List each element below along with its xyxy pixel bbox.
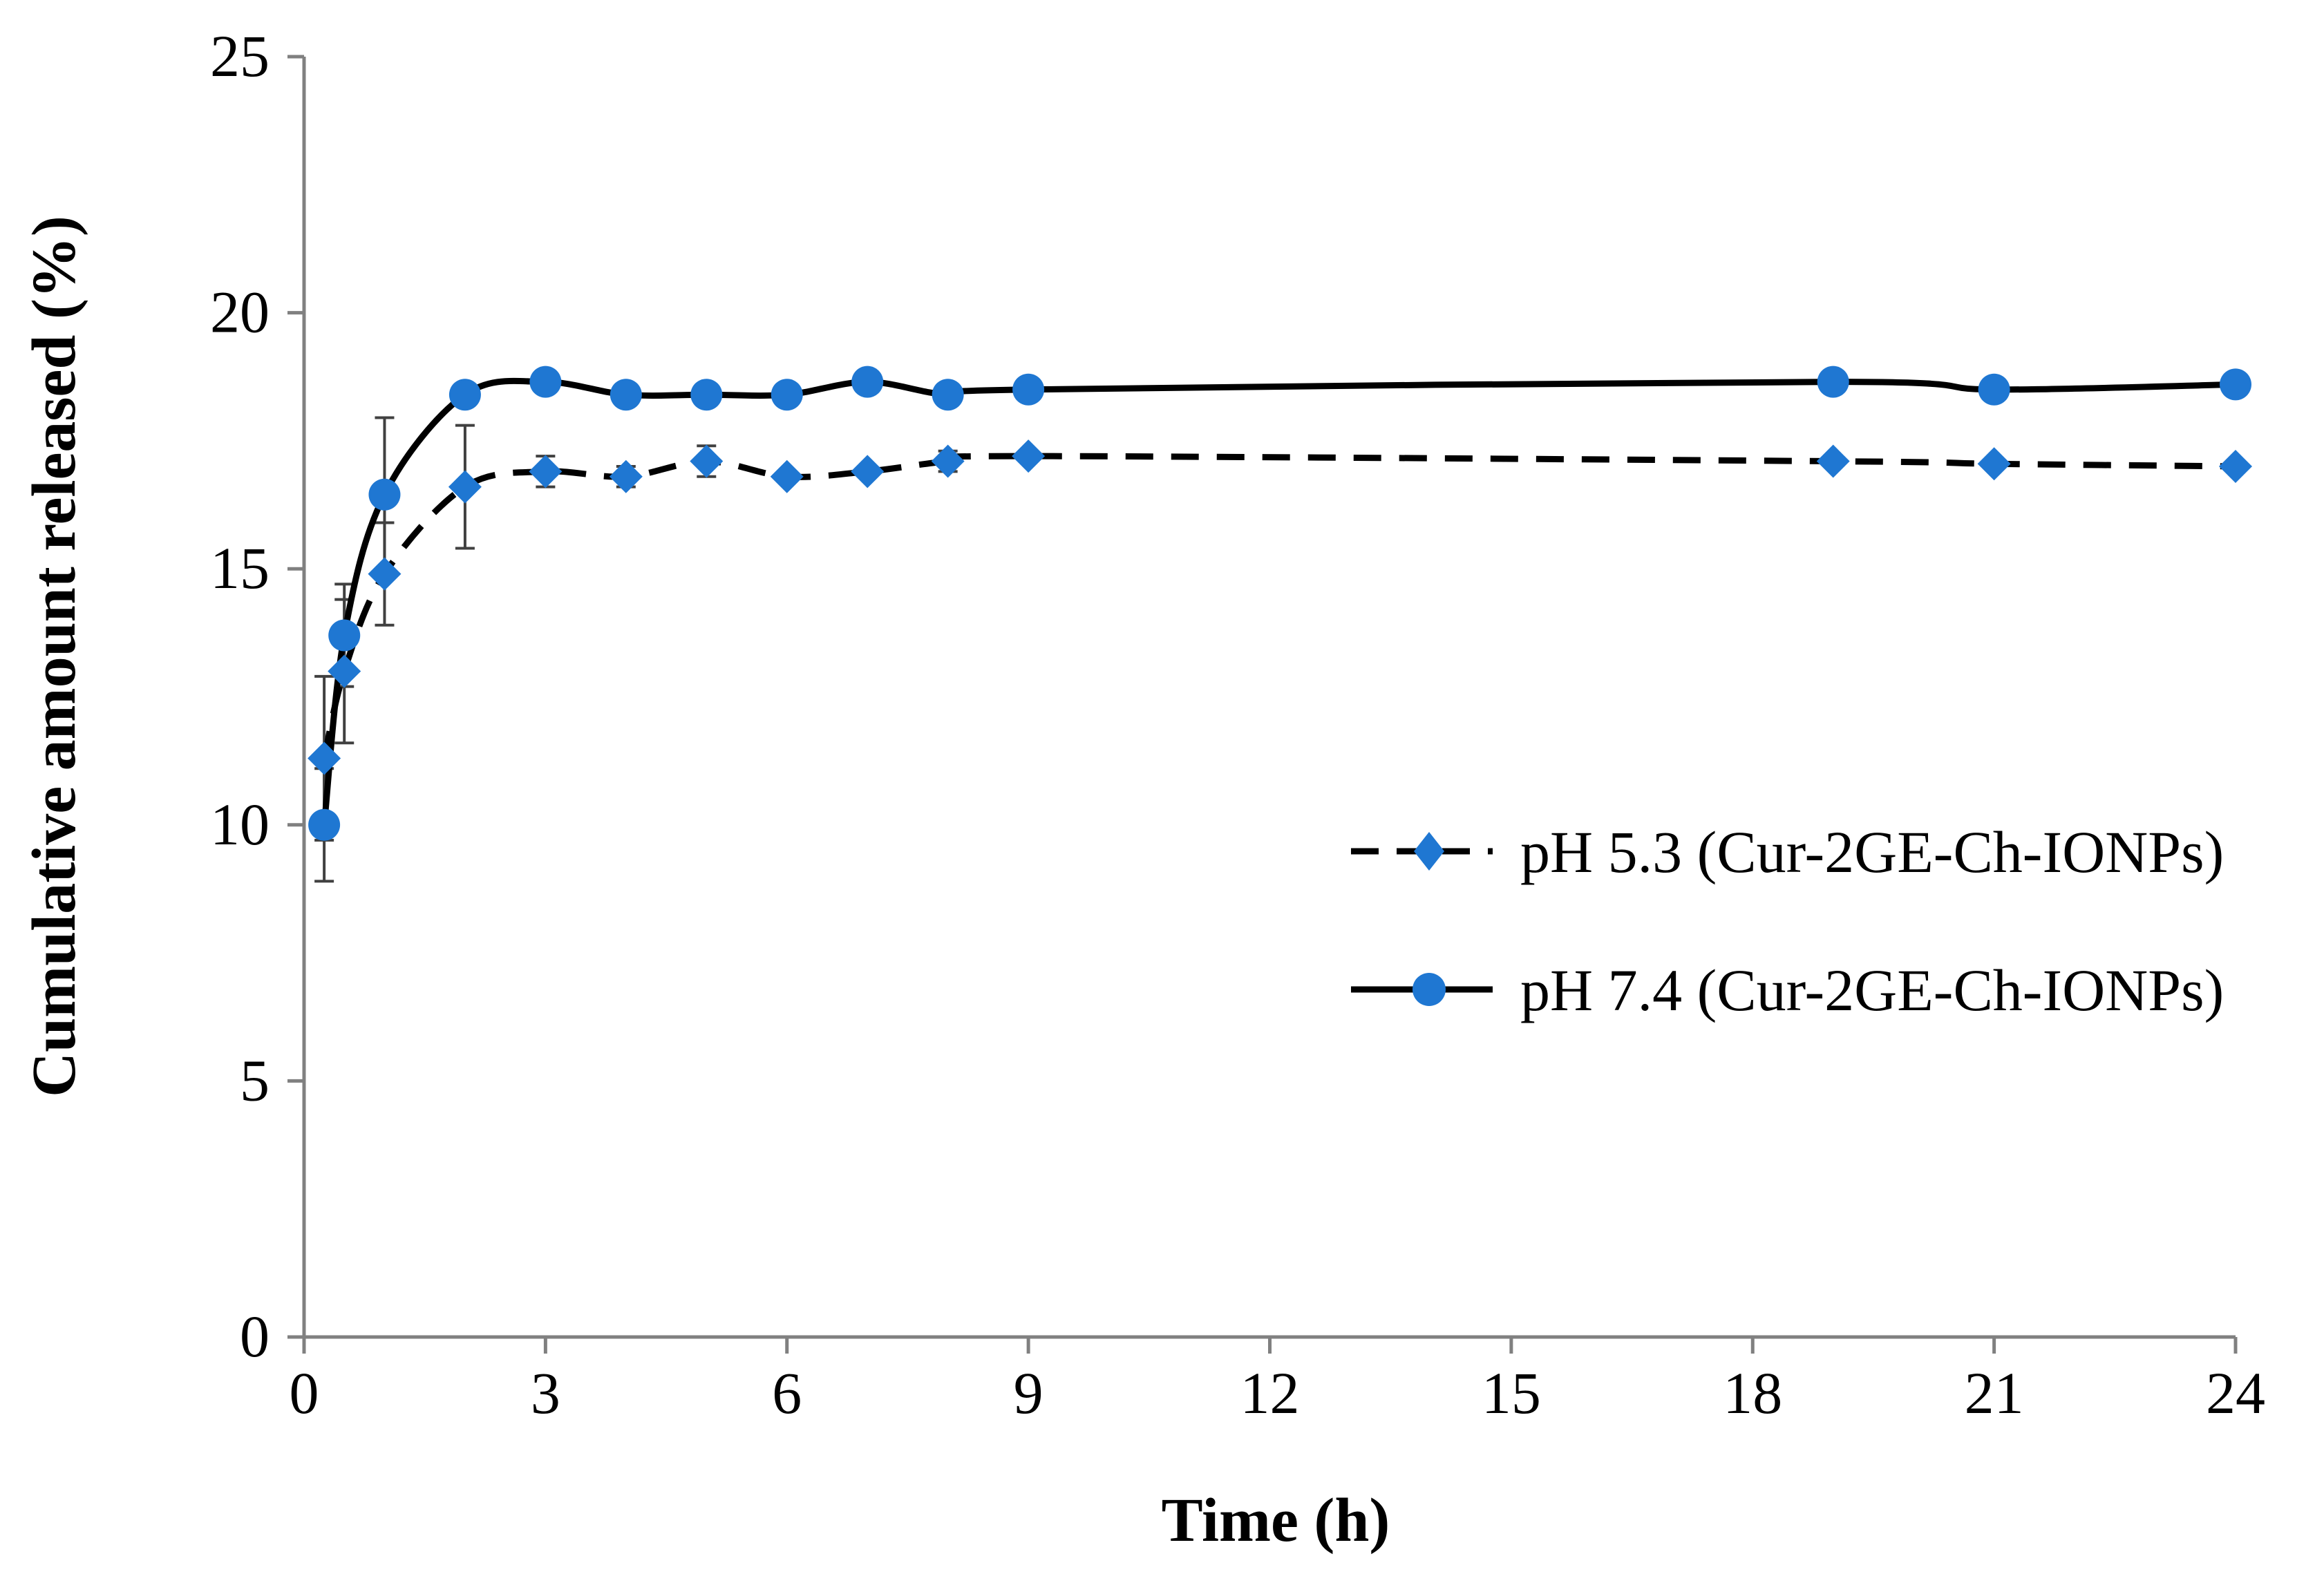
data-point-circle xyxy=(368,478,401,511)
y-axis-title: Cumulative amount released (%) xyxy=(20,216,88,1097)
x-tick-label: 24 xyxy=(2206,1360,2265,1426)
x-tick-label: 18 xyxy=(1723,1360,1782,1426)
data-point-circle xyxy=(771,379,803,411)
legend-marker-circle xyxy=(1413,973,1446,1006)
x-tick-label: 9 xyxy=(1014,1360,1043,1426)
y-tick-label: 15 xyxy=(210,535,270,601)
data-point-circle xyxy=(610,379,642,411)
tick-labels: 0 5 10 15 20 25 0 3 6 9 12 15 18 21 24 xyxy=(210,23,2265,1426)
data-point-circle xyxy=(1012,373,1045,406)
y-tick-label: 5 xyxy=(240,1047,270,1113)
x-tick-label: 21 xyxy=(1965,1360,2024,1426)
data-point-circle xyxy=(328,619,361,652)
axes xyxy=(287,55,2238,1354)
legend-item-ph53: pH 5.3 (Cur-2GE-Ch-IONPs) xyxy=(1351,819,2224,885)
error-bars xyxy=(314,416,958,883)
data-point-circle xyxy=(448,379,481,411)
data-point-diamond xyxy=(1977,447,2011,481)
data-point-circle xyxy=(1978,373,2010,406)
y-tick-label: 0 xyxy=(240,1303,270,1369)
series-markers xyxy=(308,366,2252,841)
data-point-diamond xyxy=(690,444,724,478)
data-point-diamond xyxy=(368,557,401,591)
data-point-diamond xyxy=(770,459,804,493)
y-tick-label: 20 xyxy=(210,279,270,345)
y-tick-label: 25 xyxy=(210,23,270,89)
data-point-diamond xyxy=(529,455,563,489)
x-tick-label: 0 xyxy=(290,1360,319,1426)
data-point-diamond xyxy=(2219,449,2252,483)
x-tick-label: 12 xyxy=(1240,1360,1300,1426)
data-point-circle xyxy=(529,366,562,398)
data-point-circle xyxy=(932,379,964,411)
x-tick-label: 3 xyxy=(531,1360,560,1426)
legend-label-ph53: pH 5.3 (Cur-2GE-Ch-IONPs) xyxy=(1520,819,2224,885)
data-point-diamond xyxy=(851,455,885,489)
data-point-circle xyxy=(690,379,723,411)
series-lines xyxy=(321,377,2236,826)
series-line-ph74 xyxy=(321,377,2236,826)
data-point-diamond xyxy=(448,470,482,504)
legend-label-ph74: pH 7.4 (Cur-2GE-Ch-IONPs) xyxy=(1520,957,2224,1023)
y-tick-label: 10 xyxy=(210,791,270,857)
x-tick-label: 15 xyxy=(1482,1360,1541,1426)
data-point-circle xyxy=(851,366,884,398)
x-axis-title: Time (h) xyxy=(1162,1486,1390,1555)
data-point-diamond xyxy=(308,741,341,775)
legend: pH 5.3 (Cur-2GE-Ch-IONPs) pH 7.4 (Cur-2G… xyxy=(1351,819,2224,1023)
legend-marker-diamond xyxy=(1414,832,1444,871)
series-line-ph53 xyxy=(321,453,2236,759)
x-tick-label: 6 xyxy=(772,1360,802,1426)
data-point-diamond xyxy=(931,444,965,478)
data-point-diamond xyxy=(1816,444,1850,478)
data-point-diamond xyxy=(328,654,361,688)
data-point-diamond xyxy=(609,459,643,493)
legend-item-ph74: pH 7.4 (Cur-2GE-Ch-IONPs) xyxy=(1351,957,2224,1023)
data-point-circle xyxy=(1817,366,1849,398)
data-point-circle xyxy=(2220,368,2251,401)
data-point-circle xyxy=(308,808,341,841)
data-point-diamond xyxy=(1012,439,1046,473)
